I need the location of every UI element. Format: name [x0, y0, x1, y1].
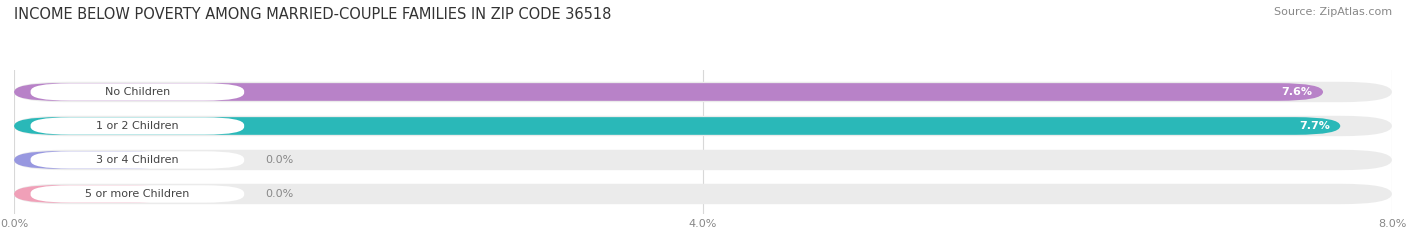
Text: 3 or 4 Children: 3 or 4 Children	[96, 155, 179, 165]
Text: 5 or more Children: 5 or more Children	[86, 189, 190, 199]
FancyBboxPatch shape	[14, 117, 1340, 135]
FancyBboxPatch shape	[14, 150, 1392, 170]
Text: 1 or 2 Children: 1 or 2 Children	[96, 121, 179, 131]
FancyBboxPatch shape	[14, 184, 1392, 204]
Text: 0.0%: 0.0%	[264, 189, 292, 199]
Text: INCOME BELOW POVERTY AMONG MARRIED-COUPLE FAMILIES IN ZIP CODE 36518: INCOME BELOW POVERTY AMONG MARRIED-COUPL…	[14, 7, 612, 22]
FancyBboxPatch shape	[31, 83, 245, 101]
Text: Source: ZipAtlas.com: Source: ZipAtlas.com	[1274, 7, 1392, 17]
FancyBboxPatch shape	[14, 82, 1392, 102]
Text: 7.7%: 7.7%	[1299, 121, 1330, 131]
Text: No Children: No Children	[105, 87, 170, 97]
FancyBboxPatch shape	[14, 83, 1323, 101]
FancyBboxPatch shape	[14, 185, 174, 203]
FancyBboxPatch shape	[14, 151, 174, 169]
FancyBboxPatch shape	[31, 117, 245, 135]
FancyBboxPatch shape	[14, 116, 1392, 136]
FancyBboxPatch shape	[31, 151, 245, 169]
FancyBboxPatch shape	[31, 185, 245, 203]
Text: 7.6%: 7.6%	[1282, 87, 1313, 97]
Text: 0.0%: 0.0%	[264, 155, 292, 165]
